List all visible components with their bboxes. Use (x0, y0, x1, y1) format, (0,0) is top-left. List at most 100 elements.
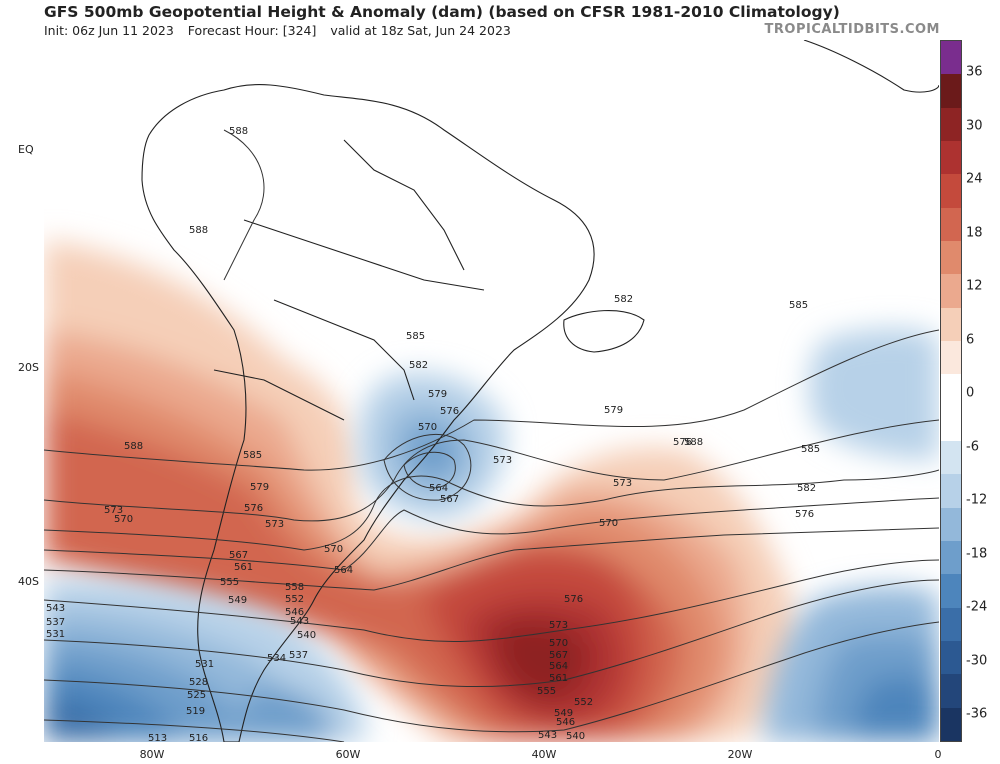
contour-label: 585 (406, 331, 425, 342)
colorbar-segment (941, 340, 961, 375)
contour-label: 588 (124, 441, 143, 452)
contour-label: 570 (418, 422, 437, 433)
colorbar-segment (941, 407, 961, 441)
lon-label-0: 0 (934, 748, 942, 761)
colorbar-segment (941, 74, 961, 108)
contour-label: 564 (334, 565, 353, 576)
forecast-map: 5885885885855855825795765705735645675855… (44, 40, 939, 742)
contour-label: 567 (440, 494, 459, 505)
contour-label: 564 (549, 661, 568, 672)
colorbar-tick-label: 24 (966, 171, 983, 187)
contour-label: 570 (599, 518, 618, 529)
contour-label: 570 (324, 544, 343, 555)
colorbar-segment (941, 474, 961, 508)
height-contours (44, 129, 939, 742)
contour-label: 546 (556, 717, 575, 728)
contour-label: 552 (285, 594, 304, 605)
colorbar-segment (941, 440, 961, 475)
contour-label: 579 (428, 389, 447, 400)
lat-label-eq: EQ (18, 143, 34, 156)
contour-label: 543 (538, 730, 557, 741)
colorbar-segment (941, 607, 961, 641)
colorbar-segment (941, 207, 961, 241)
brand-watermark: TROPICALTIDBITS.COM (764, 22, 940, 37)
contour-label: 570 (549, 638, 568, 649)
colorbar-segment (941, 107, 961, 141)
contour-label: 582 (409, 360, 428, 371)
forecast-hour: Forecast Hour: [324] (187, 23, 317, 38)
colorbar-tick-label: -30 (966, 653, 988, 668)
colorbar-segment (941, 274, 961, 308)
contour-label: 582 (797, 483, 816, 494)
contour-label: 558 (285, 582, 304, 593)
contour-labels: 5885885885855855825795765705735645675855… (46, 126, 820, 742)
valid-time: valid at 18z Sat, Jun 24 2023 (330, 23, 511, 38)
map-title: GFS 500mb Geopotential Height & Anomaly … (44, 3, 840, 21)
contour-label: 540 (566, 731, 585, 742)
contour-label: 552 (574, 697, 593, 708)
positive-anomaly-field (44, 240, 804, 742)
contour-label: 525 (187, 690, 206, 701)
colorbar-segment (941, 507, 961, 541)
contour-label: 537 (289, 650, 308, 661)
lon-label-20w: 20W (727, 748, 753, 761)
contour-label: 528 (189, 677, 208, 688)
contour-label: 579 (250, 482, 269, 493)
contour-label: 555 (537, 686, 556, 697)
colorbar-segment (941, 540, 961, 575)
colorbar-tick-label: 30 (966, 118, 983, 133)
map-subtitle: Init: 06z Jun 11 2023 Forecast Hour: [32… (44, 23, 521, 38)
lat-label-40s: 40S (18, 575, 39, 588)
colorbar-tick-label: -12 (966, 492, 988, 508)
colorbar-tick-label: 12 (966, 278, 983, 294)
contour-label: 576 (440, 406, 459, 417)
contour-label: 561 (549, 673, 568, 684)
init-time: Init: 06z Jun 11 2023 (44, 23, 174, 38)
colorbar-segment (941, 374, 961, 408)
contour-label: 540 (297, 630, 316, 641)
contour-label: 585 (789, 300, 808, 311)
contour-label: 576 (564, 594, 583, 605)
contour-label: 519 (186, 706, 205, 717)
colorbar-tick-label: -18 (966, 546, 988, 561)
colorbar-segment (941, 240, 961, 275)
lon-label-60w: 60W (335, 748, 361, 761)
contour-label: 579 (604, 405, 623, 416)
contour-label: 585 (243, 450, 262, 461)
colorbar-segment (941, 41, 961, 75)
contour-label: 543 (46, 603, 65, 614)
colorbar-tick-label: -24 (966, 599, 988, 615)
colorbar-tick-label: 36 (966, 64, 983, 80)
colorbar-segment (941, 174, 961, 208)
lon-label-40w: 40W (531, 748, 557, 761)
contour-label: 549 (228, 595, 247, 606)
contour-label: 576 (795, 509, 814, 520)
contour-label: 573 (493, 455, 512, 466)
colorbar-tick-label: -36 (966, 706, 988, 722)
contour-label: 534 (267, 653, 286, 664)
contour-label: 546 (285, 607, 304, 618)
contour-label: 588 (684, 437, 703, 448)
contour-label: 516 (189, 733, 208, 742)
colorbar-tick-label: 0 (966, 385, 975, 401)
contour-label: 555 (220, 577, 239, 588)
contour-label: 570 (114, 514, 133, 525)
contour-label: 537 (46, 617, 65, 628)
colorbar-segment (941, 640, 961, 675)
contour-label: 531 (46, 629, 65, 640)
contour-label: 576 (244, 503, 263, 514)
contour-label: 573 (104, 505, 123, 516)
lon-label-80w: 80W (139, 748, 165, 761)
lat-label-20s: 20S (18, 361, 39, 374)
colorbar-segment (941, 574, 961, 608)
colorbar-tick-label: 18 (966, 225, 983, 240)
contour-label: 585 (801, 444, 820, 455)
contour-label: 573 (613, 478, 632, 489)
contour-label: 588 (189, 225, 208, 236)
contour-label: 582 (614, 294, 633, 305)
contour-label: 573 (265, 519, 284, 530)
contour-label: 564 (429, 483, 448, 494)
colorbar-tick-label: -6 (966, 439, 979, 454)
contour-label: 531 (195, 659, 214, 670)
contour-label: 513 (148, 733, 167, 742)
